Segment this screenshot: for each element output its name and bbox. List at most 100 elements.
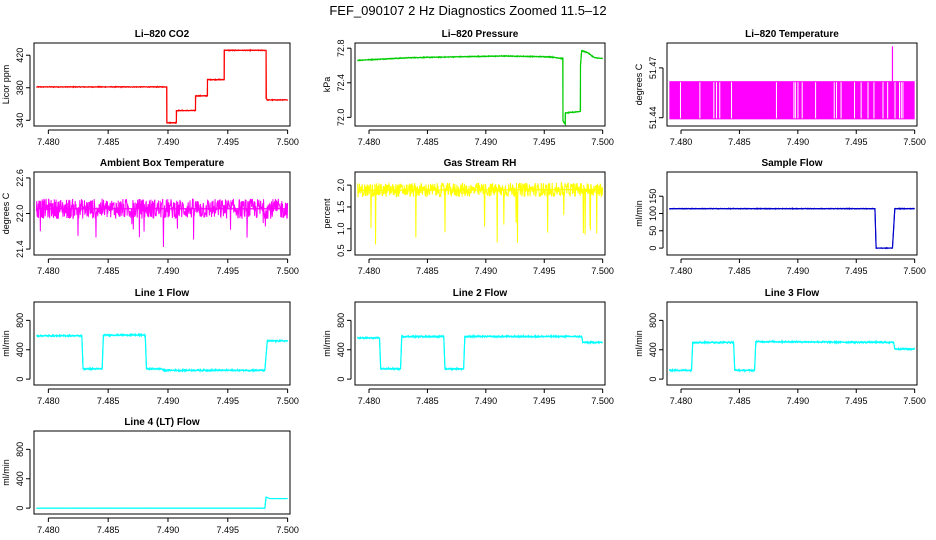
y-axis-label: Licor ppm [1,65,11,105]
x-tick-label: 7.500 [276,396,299,406]
y-axis-label: percent [322,198,332,229]
y-axis-label: ml/min [1,330,11,357]
panel-title: Li–820 Temperature [745,29,839,40]
x-tick-label: 7.495 [533,266,556,276]
series-area [36,496,288,509]
x-axis: 7.480 7.485 7.490 7.495 7.500 [358,388,614,406]
y-tick-label: 0 [15,377,25,382]
series-area [357,333,603,372]
x-tick-label: 7.485 [416,266,439,276]
series-line [668,207,915,250]
y-axis: 21.4 22.0 22.6 [15,169,31,258]
series-steps [36,334,288,371]
y-tick-label: 72.0 [336,109,346,127]
y-tick-label: 0 [648,246,658,251]
y-axis-label: kPa [322,77,332,93]
plot-frame [666,42,918,127]
x-tick-label: 7.495 [845,137,868,147]
chart-panel: Li–820 CO2 7.480 7.485 7.490 7.495 7.500 340 38… [1,29,299,147]
series-area [36,332,289,374]
x-tick-label: 7.495 [845,396,868,406]
panel-title: Line 4 (LT) Flow [124,417,200,428]
series-area [357,49,604,126]
x-tick-label: 7.495 [217,266,240,276]
y-tick-label: 800 [15,442,25,457]
chart-panel: Line 1 Flow 7.480 7.485 7.490 7.495 7.500 0 400… [1,288,299,406]
plot-frame [354,301,606,386]
x-tick-label: 7.485 [728,396,751,406]
series-area [668,207,915,250]
y-tick-label: 380 [15,80,25,95]
x-tick-label: 7.480 [37,137,60,147]
y-tick-label: 21.4 [15,240,25,258]
y-axis: 0.5 1.0 1.5 2.0 [336,179,352,257]
y-tick-label: 51.47 [648,57,658,80]
x-tick-label: 7.500 [903,266,926,276]
x-tick-label: 7.495 [845,266,868,276]
x-axis: 7.480 7.485 7.490 7.495 7.500 [37,129,299,147]
x-tick-label: 7.490 [475,137,498,147]
x-tick-label: 7.490 [157,396,180,406]
y-tick-label: 22.6 [15,169,25,187]
x-tick-label: 7.485 [97,525,120,535]
x-tick-label: 7.500 [276,525,299,535]
y-tick-label: 420 [15,48,25,63]
x-tick-label: 7.490 [157,137,180,147]
x-tick-label: 7.490 [475,396,498,406]
x-tick-label: 7.480 [670,396,693,406]
x-tick-label: 7.485 [97,266,120,276]
y-tick-label: 0.5 [336,244,346,257]
x-tick-label: 7.500 [591,266,614,276]
y-axis: 0 400 800 [15,313,31,382]
y-tick-label: 22.0 [15,205,25,223]
x-axis: 7.480 7.485 7.490 7.495 7.500 [37,388,299,406]
x-tick-label: 7.490 [787,396,810,406]
y-tick-label: 72.4 [336,74,346,92]
y-axis: 0 400 800 [336,313,352,382]
x-tick-label: 7.500 [903,396,926,406]
chart-panel: Line 2 Flow 7.480 7.485 7.490 7.495 7.500 0 400… [322,288,614,406]
x-tick-label: 7.480 [358,137,381,147]
x-tick-label: 7.480 [358,266,381,276]
x-tick-label: 7.480 [37,266,60,276]
series-line [35,198,289,247]
x-tick-label: 7.485 [97,137,120,147]
plot-frame [354,42,606,127]
y-tick-label: 800 [648,313,658,328]
x-tick-label: 7.500 [903,137,926,147]
series-line [357,333,603,372]
x-axis: 7.480 7.485 7.490 7.495 7.500 [670,258,926,276]
x-axis: 7.480 7.485 7.490 7.495 7.500 [37,517,299,535]
y-tick-label: 800 [336,313,346,328]
y-tick-label: 2.0 [336,179,346,192]
figure-title: FEF_090107 2 Hz Diagnostics Zoomed 11.5–… [329,3,607,18]
series-steps [36,496,288,509]
series-steps [669,208,915,249]
x-tick-label: 7.500 [276,137,299,147]
y-axis-label: degrees C [1,192,11,234]
y-tick-label: 400 [648,342,658,357]
plot-frame [354,171,606,256]
x-tick-label: 7.485 [728,137,751,147]
panel-title: Sample Flow [761,158,822,169]
series-area [668,339,916,374]
y-tick-label: 400 [336,342,346,357]
panel-title: Line 1 Flow [135,288,190,299]
plot-frame [33,430,291,515]
series-line [36,48,288,125]
series-steps [357,335,603,370]
series-line [668,339,916,374]
y-tick-label: 340 [15,113,25,128]
x-tick-label: 7.490 [787,137,810,147]
x-tick-label: 7.495 [533,396,556,406]
y-tick-label: 800 [15,313,25,328]
x-axis: 7.480 7.485 7.490 7.495 7.500 [670,388,926,406]
series-area [356,181,604,245]
y-axis: 0 400 800 [648,313,664,382]
series-steps [669,341,915,371]
plot-frame [33,171,291,256]
x-tick-label: 7.495 [217,525,240,535]
x-tick-label: 7.495 [217,396,240,406]
